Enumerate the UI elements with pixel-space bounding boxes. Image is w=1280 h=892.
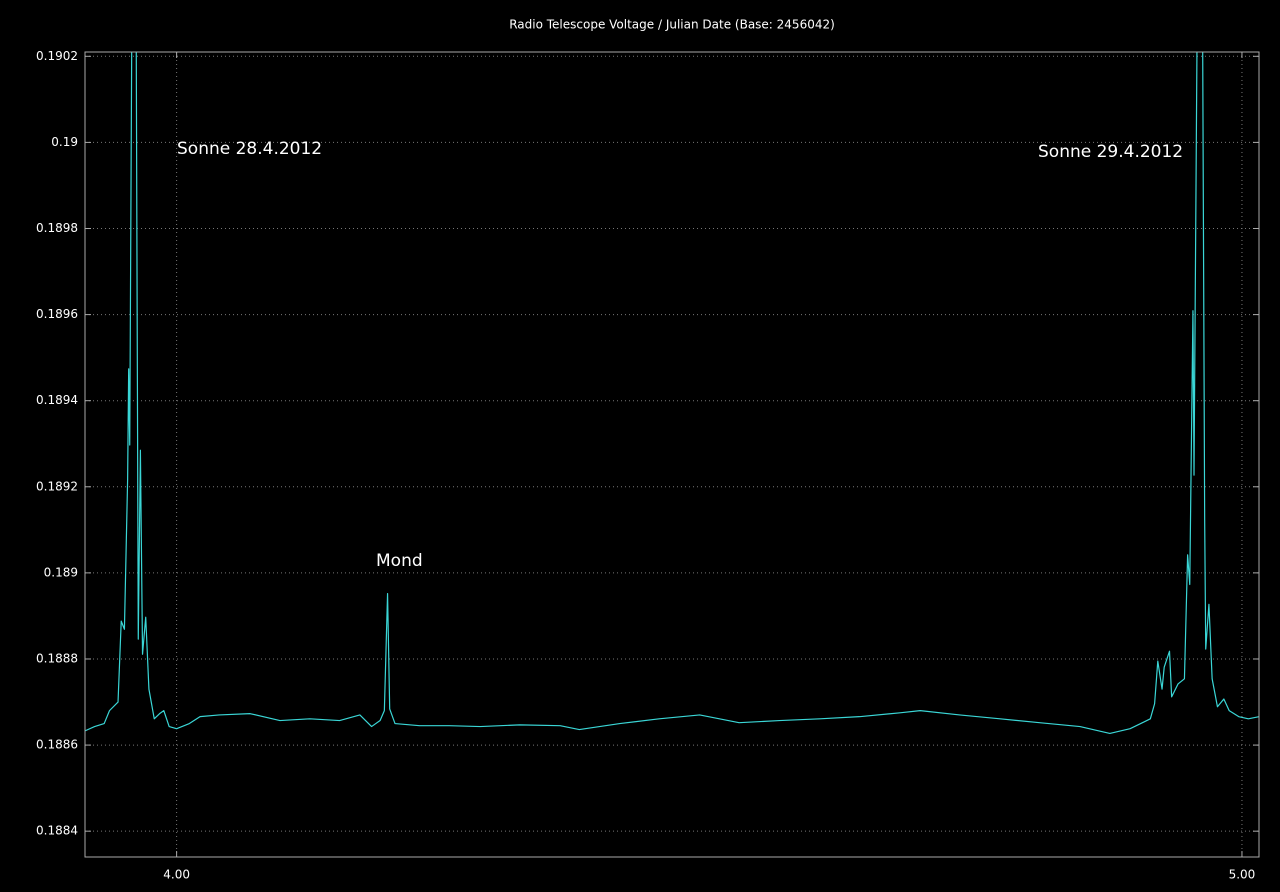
annotation: Sonne 28.4.2012: [177, 139, 322, 159]
annotation: Mond: [376, 551, 423, 571]
x-tick-label: 5.00: [1229, 868, 1256, 882]
y-tick-label: 0.1902: [36, 49, 78, 63]
annotation: Sonne 29.4.2012: [1038, 142, 1183, 162]
y-tick-label: 0.1892: [36, 479, 78, 493]
y-tick-label: 0.19: [51, 135, 78, 149]
y-tick-label: 0.1886: [36, 738, 78, 752]
y-tick-label: 0.1896: [36, 307, 78, 321]
y-tick-label: 0.1894: [36, 393, 78, 407]
data-line: [85, 52, 1259, 735]
x-tick-label: 4.00: [163, 868, 190, 882]
y-tick-label: 0.1884: [36, 824, 78, 838]
plot-frame: [84, 51, 1260, 858]
chart-title: Radio Telescope Voltage / Julian Date (B…: [509, 18, 835, 32]
y-tick-label: 0.1898: [36, 221, 78, 235]
y-tick-label: 0.189: [44, 565, 78, 579]
y-tick-label: 0.1888: [36, 651, 78, 665]
